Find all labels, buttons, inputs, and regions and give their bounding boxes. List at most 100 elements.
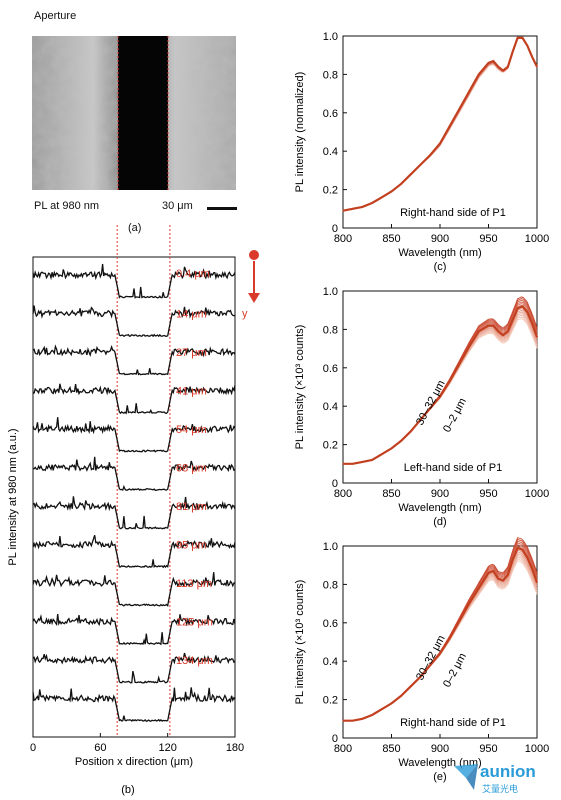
y-tick-label: 0.2 bbox=[323, 440, 338, 452]
logo-mark-icon bbox=[454, 764, 478, 790]
data-point bbox=[487, 324, 490, 327]
panel-caption: (d) bbox=[433, 516, 446, 528]
y-axis-label: PL intensity (normalized) bbox=[294, 72, 306, 193]
data-point bbox=[478, 587, 480, 589]
pl-label: PL at 980 nm bbox=[34, 200, 100, 212]
y-tick-label: 0.4 bbox=[323, 401, 338, 413]
x-tick-label: 900 bbox=[431, 488, 449, 500]
data-point bbox=[439, 396, 441, 398]
data-point bbox=[400, 695, 402, 697]
data-point bbox=[352, 463, 354, 465]
data-point bbox=[420, 164, 422, 166]
data-point bbox=[478, 73, 480, 75]
profile-trace bbox=[32, 534, 236, 569]
data-point bbox=[536, 581, 538, 584]
data-point bbox=[390, 447, 393, 450]
data-point bbox=[517, 547, 519, 549]
profile-label: 95 μm bbox=[176, 540, 207, 552]
data-point bbox=[478, 330, 480, 332]
data-point bbox=[381, 453, 383, 455]
series-label-near: 0–2 μm bbox=[441, 396, 469, 434]
y-tick-label: 0.8 bbox=[323, 69, 338, 81]
logo-text: aunion bbox=[480, 762, 536, 781]
data-point bbox=[531, 323, 533, 325]
panel-b-caption: (b) bbox=[121, 784, 134, 796]
y-tick-label: 0 bbox=[332, 733, 338, 745]
x-tick-label: 950 bbox=[479, 488, 497, 500]
data-point bbox=[420, 675, 422, 678]
panel-e-chart: 800 850 900 950 100000.20.40.60.81.0Waveleng… bbox=[294, 537, 549, 783]
data-point bbox=[468, 346, 470, 348]
plot-frame bbox=[32, 256, 236, 738]
data-point bbox=[429, 407, 431, 409]
data-point bbox=[361, 461, 363, 463]
profile-trace bbox=[32, 652, 236, 684]
data-point bbox=[536, 336, 538, 338]
profile-trace bbox=[32, 614, 236, 646]
x-tick-label: 120 bbox=[158, 742, 176, 754]
x-tick-label: 180 bbox=[226, 742, 244, 754]
data-point bbox=[517, 37, 519, 39]
data-point bbox=[468, 603, 470, 605]
data-point bbox=[420, 419, 422, 421]
panel-a-caption: (a) bbox=[128, 222, 142, 234]
x-tick-label: 950 bbox=[479, 233, 497, 245]
annotation-label: Right-hand side of P1 bbox=[400, 207, 506, 219]
x-tick-label: 850 bbox=[382, 488, 400, 500]
data-point bbox=[502, 69, 504, 72]
data-point bbox=[458, 108, 460, 110]
data-point bbox=[502, 579, 504, 582]
data-point bbox=[429, 154, 431, 156]
panel-a: Aperture PL at 980 nm 30 μm (a) bbox=[32, 8, 242, 234]
y-tick-label: 0.6 bbox=[323, 618, 338, 630]
panel-d-chart: 800 850 900 950 1000 0 0.2 0.4 0.6 0.8 1.0 Waveleng… bbox=[294, 286, 549, 528]
x-tick-label: 850 bbox=[382, 743, 400, 755]
data-point bbox=[507, 574, 509, 576]
data-point bbox=[439, 142, 441, 145]
scale-label: 30 μm bbox=[162, 200, 193, 212]
aperture-image bbox=[32, 36, 236, 190]
data-point bbox=[512, 319, 514, 321]
profile-label: 41 μm bbox=[176, 386, 207, 398]
data-point bbox=[492, 570, 494, 572]
data-point bbox=[521, 549, 524, 551]
profile-label: 27 μm bbox=[176, 347, 207, 359]
x-axis-label: Position x direction (μm) bbox=[75, 756, 193, 768]
data-point bbox=[400, 440, 402, 442]
data-point bbox=[410, 430, 412, 432]
panel-caption: (c) bbox=[434, 261, 447, 273]
logo-subtext: 艾量光电 bbox=[482, 784, 519, 794]
profile-label: 54 μm bbox=[176, 424, 207, 436]
x-tick-label: 800 bbox=[334, 743, 352, 755]
data-point bbox=[512, 50, 514, 52]
data-point bbox=[449, 125, 451, 127]
data-point bbox=[410, 685, 412, 687]
aunion-logo: aunion 艾量光电 bbox=[452, 762, 557, 796]
scale-bar bbox=[207, 207, 237, 210]
data-point bbox=[371, 202, 373, 204]
data-point bbox=[400, 183, 402, 185]
data-point bbox=[512, 558, 514, 561]
y-axis-label: PL intensity at 980 nm (a.u.) bbox=[7, 428, 19, 565]
profile-label: 125 μm bbox=[176, 617, 213, 629]
data-point bbox=[487, 572, 490, 574]
x-tick-label: 60 bbox=[94, 742, 106, 754]
data-point bbox=[468, 91, 470, 93]
data-point bbox=[361, 718, 363, 720]
x-tick-label: 1000 bbox=[525, 488, 549, 500]
y-tick-label: 0.2 bbox=[323, 185, 338, 197]
data-point bbox=[502, 334, 504, 336]
data-point bbox=[390, 190, 393, 193]
annotation-label: Right-hand side of P1 bbox=[400, 717, 506, 729]
data-point bbox=[371, 459, 373, 461]
y-tick-label: 0 bbox=[332, 478, 338, 490]
spectrum-line bbox=[343, 546, 539, 722]
x-tick-label: 900 bbox=[431, 743, 449, 755]
data-point bbox=[381, 708, 383, 710]
profile-label: 14 μm bbox=[176, 309, 207, 321]
y-arrow-dot-icon bbox=[249, 250, 259, 260]
y-tick-label: 0 bbox=[332, 223, 338, 235]
data-point bbox=[521, 305, 524, 307]
x-tick-label: 1000 bbox=[525, 743, 549, 755]
data-point bbox=[371, 714, 373, 716]
